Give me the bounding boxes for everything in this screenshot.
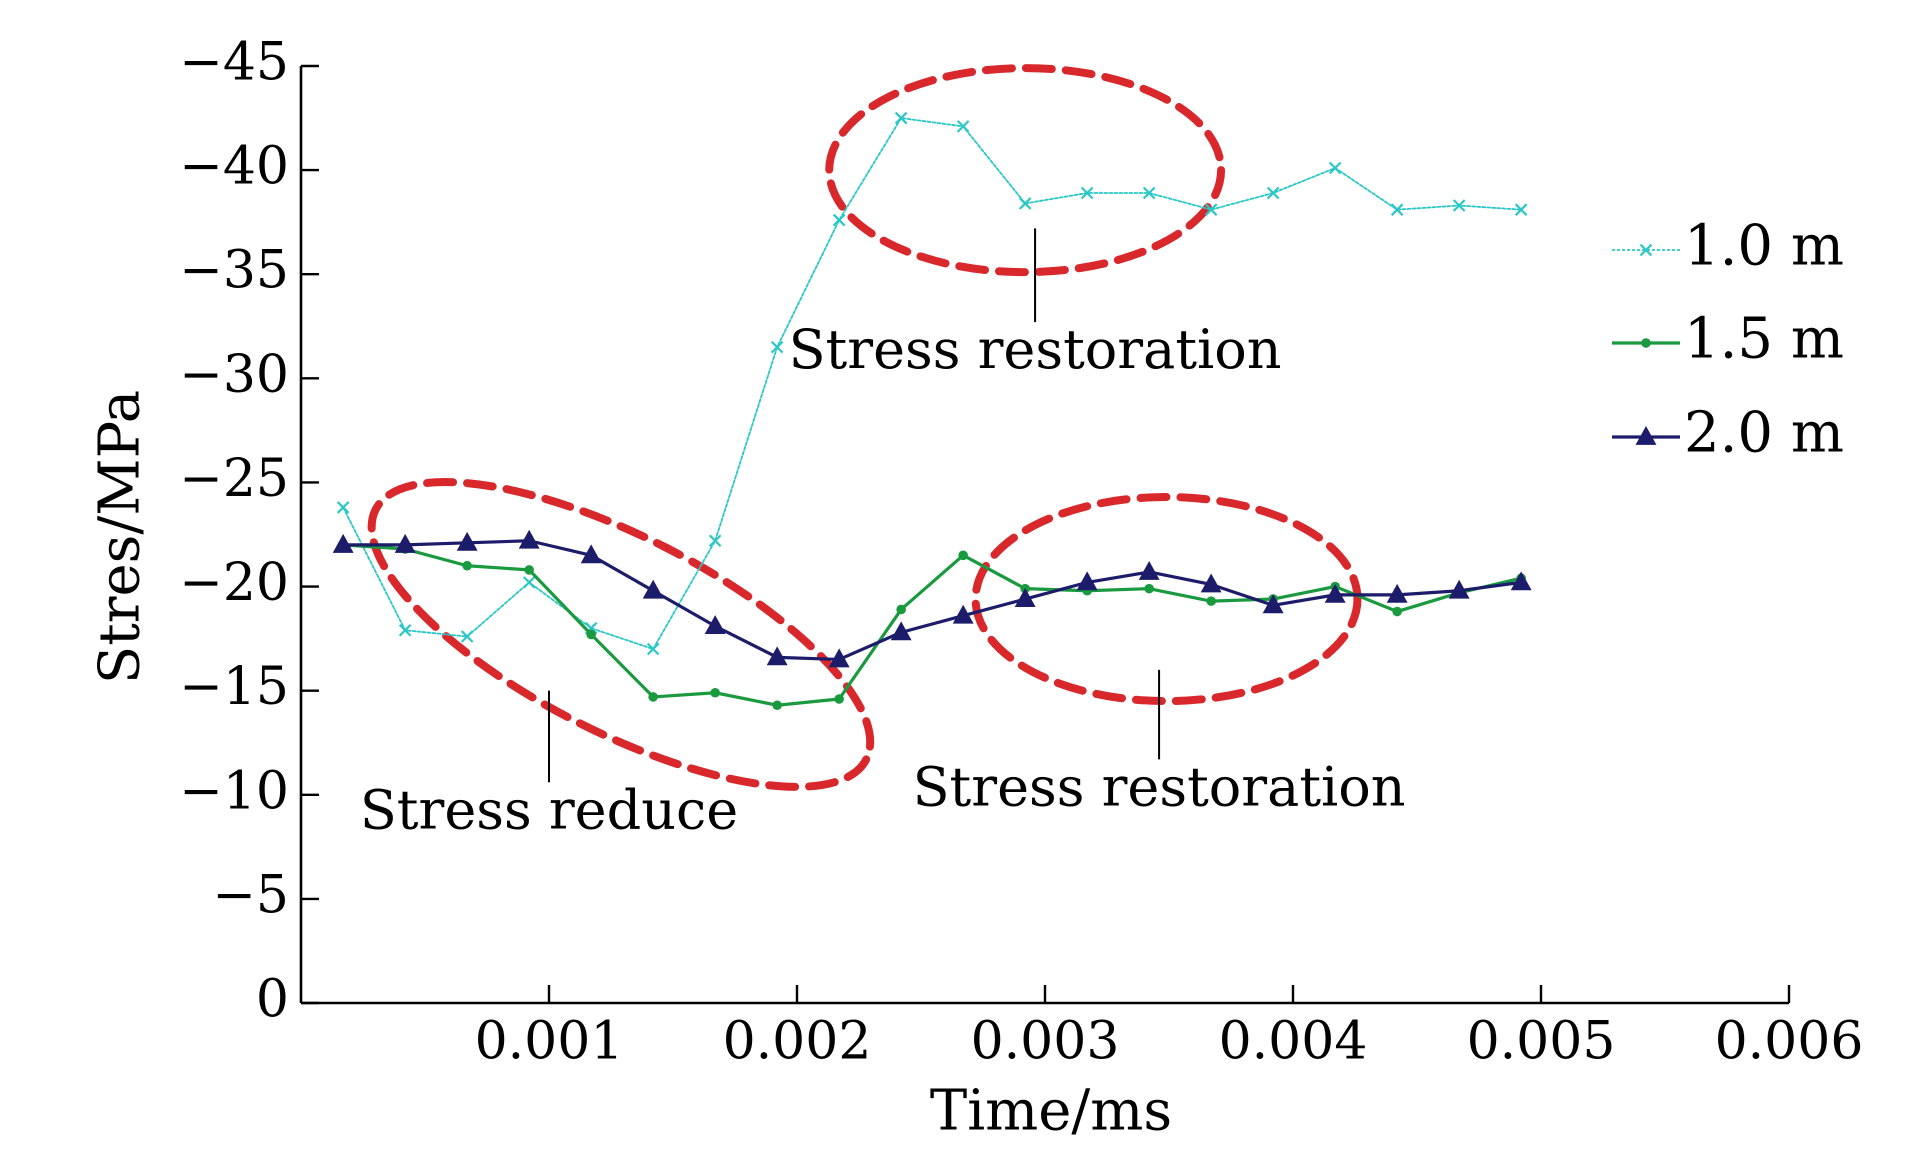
legend-marker-3 bbox=[1635, 426, 1657, 445]
series-3-point-15 bbox=[1200, 573, 1222, 593]
highlight-ellipse-2 bbox=[825, 64, 1226, 277]
plot-series bbox=[332, 111, 1532, 711]
x-tick-label: 0.004 bbox=[1219, 1012, 1368, 1072]
chart-annotations: Stress reduce Stress restoration Stress re… bbox=[360, 64, 1406, 841]
series-line-1 bbox=[342, 117, 1523, 650]
y-tick-label: −30 bbox=[179, 345, 289, 405]
legend-marker-2 bbox=[1641, 338, 1651, 348]
series-3-point-6 bbox=[642, 579, 664, 599]
series-2-point-18 bbox=[1392, 606, 1402, 617]
series-3-point-10 bbox=[890, 621, 912, 641]
series-3-point-8 bbox=[766, 646, 788, 666]
y-tick-label: −45 bbox=[179, 33, 289, 93]
legend-label-2: 1.5 m bbox=[1684, 307, 1844, 372]
series-1-point-8 bbox=[770, 340, 784, 354]
series-2-point-9 bbox=[834, 694, 844, 704]
series-1-point-4 bbox=[522, 576, 536, 589]
series-2-point-4 bbox=[524, 565, 534, 575]
y-tick-label: −20 bbox=[179, 553, 289, 613]
legend-label-1: 1.0 m bbox=[1684, 214, 1844, 279]
legend-item-2: 1.5 m bbox=[1612, 307, 1844, 372]
series-1-point-7 bbox=[708, 534, 722, 548]
annotation-label-2: Stress restoration bbox=[789, 318, 1282, 381]
series-2-point-6 bbox=[648, 692, 658, 702]
series-3-point-13 bbox=[1076, 571, 1098, 591]
legend: 1.0 m 1.5 m 2.0 m bbox=[1612, 214, 1844, 466]
series-1-point-20 bbox=[1514, 203, 1528, 216]
series-3-point-16 bbox=[1262, 594, 1284, 614]
series-1-point-1 bbox=[336, 501, 350, 514]
series-3-point-19 bbox=[1448, 579, 1470, 599]
x-tick-label: 0.005 bbox=[1467, 1012, 1616, 1072]
series-1-point-11 bbox=[956, 120, 970, 133]
series-2-point-15 bbox=[1206, 596, 1216, 606]
series-1-point-18 bbox=[1390, 203, 1404, 216]
series-2_0-m bbox=[332, 529, 1532, 668]
series-3-point-5 bbox=[580, 544, 602, 564]
y-tick-label: −15 bbox=[179, 657, 289, 717]
annotation-label-3: Stress restoration bbox=[913, 755, 1406, 818]
series-3-point-18 bbox=[1386, 583, 1408, 603]
series-3-point-12 bbox=[1014, 588, 1036, 607]
y-tick-label: −10 bbox=[179, 761, 289, 821]
x-axis-label: Time/ms bbox=[930, 1079, 1172, 1144]
series-1-point-15 bbox=[1204, 203, 1218, 216]
axes-group: 0 −5 −10 −15 −20 −25 −30 −35 −40 −45 0.001 0.002 0.0… bbox=[88, 33, 1864, 1144]
series-3-point-11 bbox=[952, 604, 974, 624]
series-line-2 bbox=[341, 543, 1523, 707]
series-1-point-2 bbox=[398, 624, 412, 637]
series-1-point-13 bbox=[1080, 186, 1094, 200]
series-line-3 bbox=[341, 539, 1523, 662]
legend-marker-1 bbox=[1639, 243, 1653, 257]
series-3-point-20 bbox=[1510, 571, 1532, 591]
series-1-point-10 bbox=[894, 111, 908, 125]
x-tick-label: 0.006 bbox=[1715, 1012, 1864, 1072]
series-1-point-9 bbox=[832, 213, 846, 227]
series-3-point-7 bbox=[704, 615, 726, 635]
series-1-point-3 bbox=[460, 630, 474, 643]
series-1-point-12 bbox=[1018, 197, 1032, 210]
series-2-point-5 bbox=[586, 629, 596, 640]
series-3-point-2 bbox=[394, 533, 416, 553]
y-tick-label: −35 bbox=[179, 241, 289, 301]
y-tick-label: 0 bbox=[256, 970, 289, 1030]
series-3-point-17 bbox=[1324, 583, 1346, 603]
x-tick-label: 0.003 bbox=[971, 1012, 1120, 1072]
legend-item-1: 1.0 m bbox=[1612, 214, 1844, 279]
series-2-point-7 bbox=[710, 687, 720, 698]
series-1_0-m bbox=[336, 111, 1528, 656]
y-tick-label: −25 bbox=[179, 449, 289, 509]
series-1-point-14 bbox=[1142, 186, 1156, 200]
series-2-point-11 bbox=[958, 550, 968, 561]
series-1-point-17 bbox=[1328, 161, 1342, 175]
y-tick-label: −5 bbox=[212, 865, 289, 925]
highlight-ellipse-1 bbox=[367, 478, 875, 791]
legend-label-3: 2.0 m bbox=[1684, 401, 1844, 466]
series-2-point-8 bbox=[772, 700, 782, 711]
series-3-point-4 bbox=[518, 529, 540, 549]
legend-item-3: 2.0 m bbox=[1612, 401, 1844, 466]
series-3-point-14 bbox=[1138, 560, 1160, 580]
series-3-point-1 bbox=[332, 533, 354, 553]
annotation-label-1: Stress reduce bbox=[360, 778, 738, 841]
series-1-point-6 bbox=[646, 642, 660, 656]
y-tick-label: −40 bbox=[179, 137, 289, 197]
series-3-point-3 bbox=[456, 531, 478, 551]
series-3-point-9 bbox=[828, 648, 850, 668]
series-2-point-10 bbox=[896, 604, 906, 615]
series-2-point-3 bbox=[462, 560, 472, 571]
x-tick-label: 0.002 bbox=[723, 1012, 872, 1072]
series-1-point-16 bbox=[1266, 186, 1280, 200]
y-axis-label: Stres/MPa bbox=[88, 390, 153, 684]
series-1-point-19 bbox=[1452, 199, 1466, 212]
x-tick-label: 0.001 bbox=[475, 1012, 624, 1072]
series-2-point-14 bbox=[1144, 583, 1154, 594]
highlight-ellipse-3 bbox=[971, 493, 1362, 706]
